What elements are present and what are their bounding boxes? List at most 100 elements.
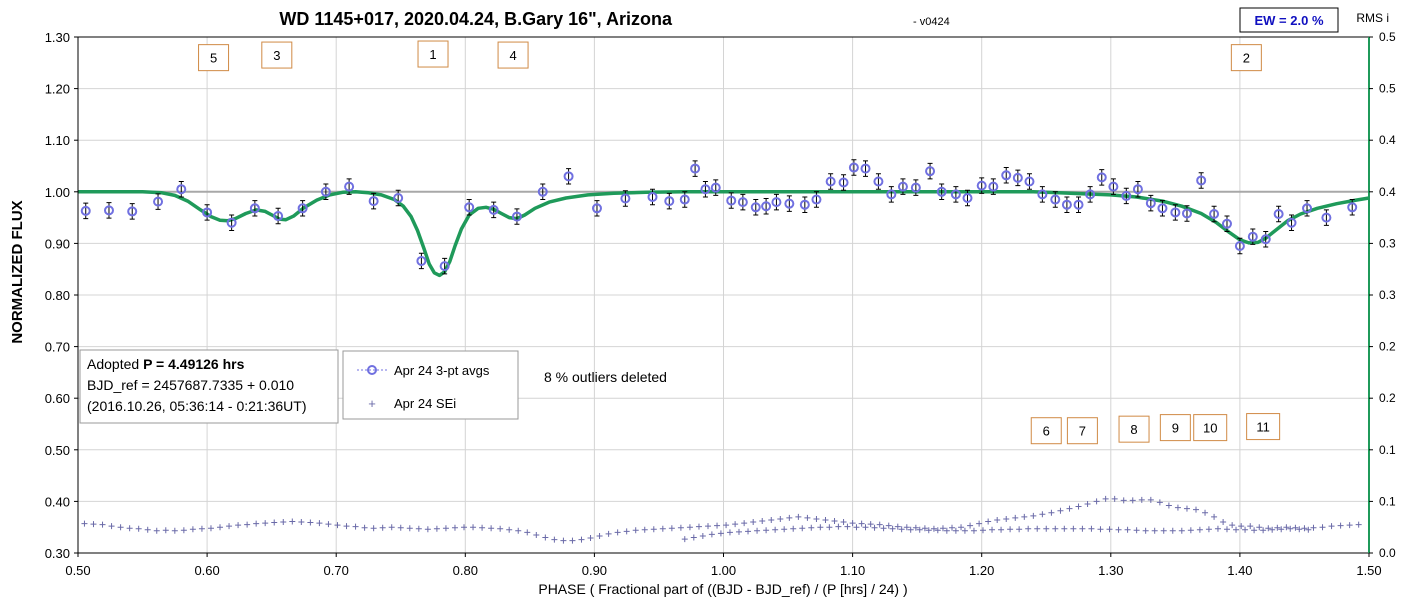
avg-marker [873, 176, 884, 187]
sei-point [90, 521, 97, 528]
sei-point [989, 526, 996, 533]
error-bar [875, 173, 881, 190]
avg-marker [488, 204, 499, 215]
avg-marker [962, 192, 973, 203]
sei-point [726, 529, 733, 536]
error-bar [1099, 169, 1105, 186]
avg-point [726, 192, 737, 209]
avg-marker [950, 189, 961, 200]
error-bar [178, 180, 184, 198]
avg-point [273, 207, 284, 225]
error-bar [953, 186, 959, 203]
sei-point [1251, 527, 1258, 534]
avg-marker [1073, 199, 1084, 210]
avg-marker [511, 211, 522, 222]
avg-marker [1234, 240, 1245, 251]
sei-point [325, 521, 332, 528]
avg-marker [799, 199, 810, 210]
avg-point [873, 173, 884, 190]
sei-point [998, 526, 1005, 533]
sei-point [614, 529, 621, 536]
sei-point [316, 520, 323, 527]
avg-point [1221, 215, 1232, 233]
avg-marker [1273, 208, 1284, 219]
sei-point [835, 523, 842, 530]
avg-marker [700, 184, 711, 195]
sei-point [898, 526, 905, 533]
avg-marker [726, 195, 737, 206]
outliers-annotation: 8 % outliers deleted [544, 369, 667, 385]
avg-marker [771, 197, 782, 208]
error-bar [1015, 169, 1021, 187]
sei-point [916, 526, 923, 533]
avg-marker [925, 166, 936, 177]
avg-marker [563, 171, 574, 182]
avg-point [737, 193, 748, 211]
avg-marker [1121, 190, 1132, 201]
sei-point [506, 526, 513, 533]
sei-point [690, 534, 697, 541]
error-bar [418, 252, 424, 270]
error-bar [682, 191, 688, 208]
sei-point [659, 525, 666, 532]
avg-marker [1260, 234, 1271, 245]
avg-point [690, 160, 701, 177]
sei-point [1346, 522, 1353, 529]
x-tick-label: 0.70 [324, 563, 349, 578]
sei-point [262, 520, 269, 527]
marker-bottom-box [1246, 413, 1281, 441]
avg-marker [620, 193, 631, 204]
avg-point [1170, 204, 1181, 221]
avg-marker [988, 181, 999, 192]
sei-point [1233, 526, 1240, 533]
error-bar [713, 179, 719, 196]
avg-marker [249, 203, 260, 214]
avg-point [1073, 196, 1084, 213]
sei-point [1129, 497, 1136, 504]
avg-point [936, 183, 947, 201]
chart-subtitle: - v0424 [913, 16, 950, 28]
sei-point [108, 523, 115, 530]
sei-point [867, 521, 874, 528]
error-bar [1110, 178, 1116, 195]
avg-point [488, 201, 499, 219]
sei-point [714, 522, 721, 529]
sei-point [822, 516, 829, 523]
sei-point [1025, 525, 1032, 532]
avg-point [848, 159, 859, 176]
error-bar [1349, 199, 1355, 216]
sei-point [772, 526, 779, 533]
avg-marker [1170, 207, 1181, 218]
sei-point [1265, 525, 1272, 532]
sei-point [754, 527, 761, 534]
avg-point [761, 198, 772, 215]
sei-point [1048, 509, 1055, 516]
sei-point [1097, 526, 1104, 533]
sei-point [1174, 504, 1181, 511]
avg-point [1260, 231, 1271, 248]
sei-point [1034, 525, 1041, 532]
avg-point [825, 173, 836, 190]
y-axis-ticks: 0.30 0.40 0.50 0.60 0.70 0.80 0.90 1.00 1.10 1.20… [45, 30, 78, 561]
sei-point [1278, 526, 1285, 533]
sei-point [985, 518, 992, 525]
sei-point [705, 523, 712, 530]
sei-point [334, 522, 341, 529]
error-bar [442, 257, 448, 275]
error-bar [773, 193, 779, 211]
sei-point [1178, 527, 1185, 534]
sei-point [415, 525, 422, 532]
sei-point [840, 519, 847, 526]
sei-point [217, 524, 224, 531]
marker-top-box [497, 41, 529, 69]
sei-point [1160, 527, 1167, 534]
marker-bottom-label: 9 [1172, 421, 1179, 436]
sei-point [921, 525, 928, 532]
sei-point [343, 523, 350, 530]
avg-point [103, 202, 114, 219]
sei-point [433, 525, 440, 532]
error-bar [155, 193, 161, 210]
sei-point [889, 525, 896, 532]
y-tick-label: 0.40 [45, 494, 70, 509]
error-bar [1064, 196, 1070, 213]
